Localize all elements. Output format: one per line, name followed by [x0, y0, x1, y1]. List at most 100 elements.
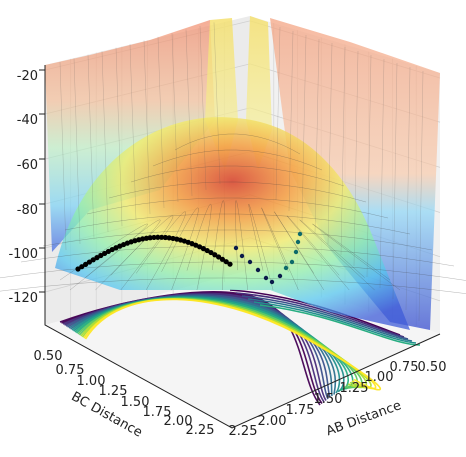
trajectory-point [159, 234, 165, 240]
bc-tick-label: 1.75 [143, 405, 172, 420]
trajectory-point [295, 239, 301, 245]
trajectory-point [162, 234, 168, 241]
wall-mesh-line [301, 34, 307, 223]
bc-tick-label: 1.00 [77, 374, 106, 389]
trajectory-point [289, 259, 295, 265]
trajectory-point [263, 275, 269, 281]
wall-mesh-line [327, 42, 333, 245]
wall-mesh-line [340, 46, 346, 256]
surface-mesh-line [108, 181, 367, 203]
surface-mesh-line [312, 223, 401, 291]
surface-mesh-line [248, 203, 274, 291]
wall-mesh-line [143, 40, 151, 215]
trajectory-point [86, 259, 92, 265]
bc-tick-label: 1.25 [99, 384, 128, 399]
wall-mesh-line [288, 30, 294, 212]
trajectory-point [216, 254, 222, 260]
surface-mesh-line [152, 149, 323, 171]
contour-line-right [241, 295, 409, 340]
wall-mesh-line [157, 36, 165, 209]
trajectory-point [155, 234, 161, 240]
axis-edge-front [44, 65, 441, 429]
z-tick-label: -80 [17, 203, 38, 218]
surface-mesh-line [274, 211, 324, 291]
bc-tick-label: 0.50 [34, 349, 63, 364]
wall-mesh-line [87, 54, 95, 239]
trajectory-point [269, 279, 275, 285]
ab-tick-label: 2.00 [258, 414, 287, 429]
bc-tick-label: 2.25 [186, 423, 215, 438]
trajectory-point [90, 257, 96, 263]
trajectory-point [166, 235, 172, 241]
wall-mesh-line [392, 62, 398, 300]
wall-mesh-line [101, 51, 109, 233]
trajectory-point [227, 261, 233, 267]
surface-mesh-line [110, 215, 174, 291]
z-tick-label: -40 [17, 113, 38, 128]
trajectory-point [297, 231, 303, 237]
trajectory-point [293, 249, 299, 255]
surface-mesh-line [174, 133, 301, 155]
axis-lines [39, 65, 441, 429]
contour-line-right [259, 304, 421, 346]
trajectory-point [147, 235, 153, 241]
trajectory-point [98, 252, 104, 259]
ab-tick-label: 0.75 [390, 360, 419, 375]
surface-mesh-line [0, 277, 466, 294]
bc-tick-label: 2.00 [164, 414, 193, 429]
z-tick-label: -60 [17, 158, 38, 173]
wall-mesh-line [314, 38, 320, 234]
surface-mesh-line [42, 229, 433, 251]
wall-mesh-line [353, 50, 359, 267]
surface-mesh-line [235, 200, 248, 291]
wall-mesh-line [171, 33, 179, 203]
trajectory-point [239, 253, 245, 259]
wall-mesh-line [366, 54, 372, 278]
surface-mesh-line [64, 213, 411, 235]
trajectory-point [94, 255, 100, 261]
saddle-dome-surface [55, 117, 410, 330]
wall-mesh-line [59, 61, 67, 251]
bc-tick-label: 0.75 [56, 363, 85, 378]
trajectory-point [212, 252, 218, 258]
z-tick-label: -100 [8, 247, 38, 262]
surface-mesh-line [130, 165, 345, 187]
wall-mesh-line [73, 58, 81, 245]
trajectory-point [143, 235, 149, 241]
surface-mesh-line [136, 211, 186, 291]
trajectory-point [223, 259, 229, 265]
wall-mesh-line [185, 29, 193, 197]
surface-mesh-line [299, 219, 375, 291]
surface-mesh-line [0, 261, 466, 281]
trajectory-point [283, 265, 289, 271]
wall-mesh-line [379, 58, 385, 289]
ab-tick-label: 1.25 [340, 381, 369, 396]
trajectory-point [247, 259, 253, 265]
wall-mesh-line [418, 70, 424, 322]
surface-mesh-line [212, 200, 225, 291]
trajectory-point [255, 267, 261, 273]
energy-surface [0, 16, 466, 330]
right-wall-surface [270, 18, 440, 330]
wall-mesh-line [405, 66, 411, 311]
z-tick-label: -20 [17, 69, 38, 84]
trajectory-point [83, 261, 89, 267]
contour-line-right [253, 301, 417, 344]
ab-axis-ticks: 2.25 2.00 1.75 1.50 1.25 1.00 0.75 0.50 [229, 360, 447, 439]
surface-mesh-line [86, 197, 389, 219]
trajectory-point [219, 256, 225, 262]
trajectory-point [151, 234, 157, 241]
ab-tick-label: 1.75 [286, 403, 315, 418]
wall-mesh-line [199, 25, 207, 191]
ab-tick-label: 1.50 [314, 392, 343, 407]
wall-mesh-line [115, 47, 123, 227]
bc-tick-label: 1.50 [121, 395, 150, 410]
bc-axis-ticks: 0.50 0.75 1.00 1.25 1.50 1.75 2.00 2.25 [34, 349, 215, 438]
contour-line-right [247, 298, 413, 342]
trajectory-point [79, 264, 85, 270]
trajectory-point [204, 247, 210, 254]
trajectory-path [75, 231, 303, 285]
wall-mesh-line [275, 26, 281, 201]
trajectory-point [233, 245, 239, 251]
